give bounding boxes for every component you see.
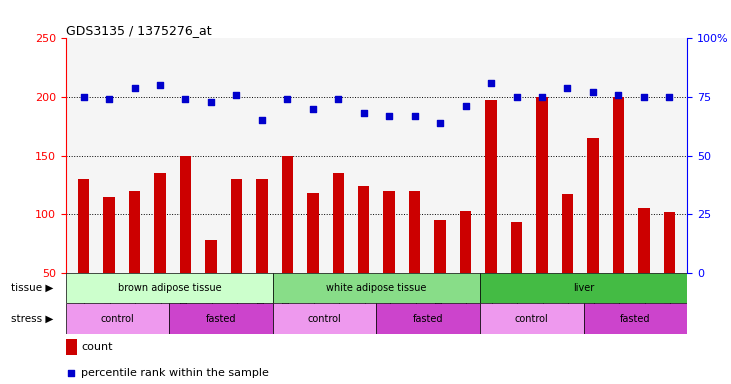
Text: tissue ▶: tissue ▶ <box>11 283 53 293</box>
Point <box>613 91 624 98</box>
Bar <box>273 273 480 303</box>
Text: fasted: fasted <box>413 314 444 324</box>
Bar <box>638 208 650 273</box>
Point <box>587 89 599 95</box>
Bar <box>480 303 583 334</box>
Point <box>205 99 217 105</box>
Bar <box>66 303 170 334</box>
Bar <box>281 156 293 273</box>
Bar <box>256 179 268 273</box>
Bar <box>129 191 140 273</box>
Text: control: control <box>101 314 135 324</box>
Bar <box>358 186 369 273</box>
Point <box>536 94 548 100</box>
Point <box>154 82 166 88</box>
Bar <box>307 193 319 273</box>
Bar <box>664 212 675 273</box>
Bar <box>231 179 242 273</box>
Point <box>409 113 420 119</box>
Bar <box>537 97 548 273</box>
Bar <box>460 210 471 273</box>
Bar <box>485 101 497 273</box>
Bar <box>613 97 624 273</box>
Point <box>485 80 497 86</box>
Bar <box>434 220 446 273</box>
Bar <box>587 138 599 273</box>
Point <box>638 94 650 100</box>
Bar <box>333 173 344 273</box>
Text: count: count <box>81 342 113 352</box>
Point <box>307 106 319 112</box>
Text: fasted: fasted <box>620 314 651 324</box>
Text: stress ▶: stress ▶ <box>11 314 53 324</box>
Point <box>664 94 675 100</box>
Text: fasted: fasted <box>206 314 236 324</box>
Point <box>383 113 395 119</box>
Point <box>66 370 77 376</box>
Bar <box>273 303 376 334</box>
Point <box>103 96 115 103</box>
Bar <box>180 156 192 273</box>
Bar <box>561 194 573 273</box>
Bar <box>170 303 273 334</box>
Point <box>434 120 446 126</box>
Point <box>77 94 89 100</box>
Bar <box>511 222 522 273</box>
Point <box>129 84 140 91</box>
Point <box>333 96 344 103</box>
Bar <box>376 303 480 334</box>
Bar <box>103 197 115 273</box>
Bar <box>480 273 687 303</box>
Text: white adipose tissue: white adipose tissue <box>326 283 427 293</box>
Point <box>460 103 471 109</box>
Point <box>180 96 192 103</box>
Bar <box>78 179 89 273</box>
Text: control: control <box>308 314 341 324</box>
Text: GDS3135 / 1375276_at: GDS3135 / 1375276_at <box>66 24 211 37</box>
Point <box>511 94 523 100</box>
Bar <box>205 240 216 273</box>
Text: control: control <box>515 314 549 324</box>
Text: brown adipose tissue: brown adipose tissue <box>118 283 221 293</box>
Bar <box>384 191 395 273</box>
Bar <box>409 191 420 273</box>
Bar <box>66 339 77 355</box>
Point <box>281 96 293 103</box>
Text: liver: liver <box>573 283 594 293</box>
Point <box>561 84 573 91</box>
Bar <box>66 273 273 303</box>
Bar <box>583 303 687 334</box>
Point <box>256 118 268 124</box>
Bar <box>154 173 166 273</box>
Point <box>358 110 370 116</box>
Point <box>230 91 242 98</box>
Text: percentile rank within the sample: percentile rank within the sample <box>81 368 269 378</box>
